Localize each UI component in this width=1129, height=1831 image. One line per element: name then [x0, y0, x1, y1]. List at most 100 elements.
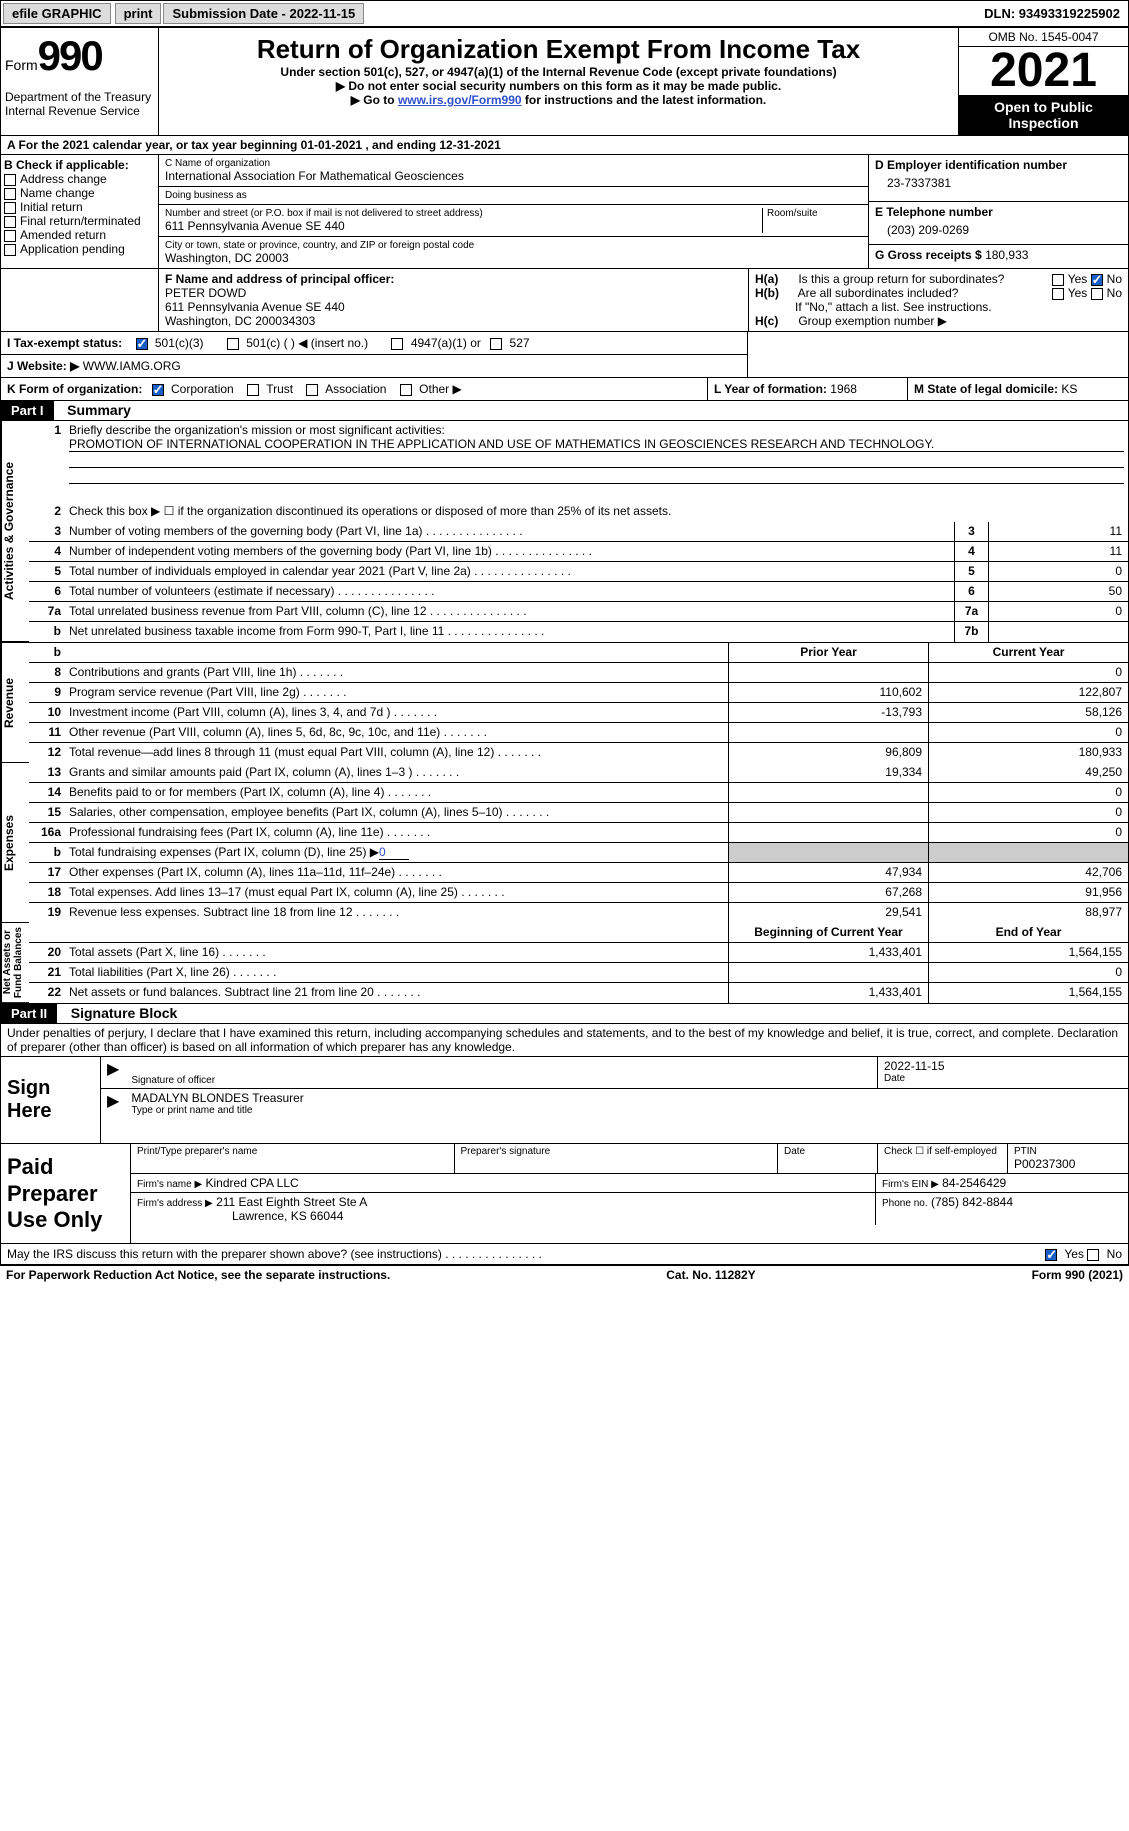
goto-pre: ▶ Go to [351, 93, 398, 107]
ha-no-checkbox[interactable] [1091, 274, 1103, 286]
section-ij: I Tax-exempt status: 501(c)(3) 501(c) ( … [0, 332, 1129, 378]
expense-line-17: 17 Other expenses (Part IX, column (A), … [29, 863, 1128, 883]
net-line-20: 20 Total assets (Part X, line 16) 1,433,… [29, 943, 1128, 963]
mission-blank1 [69, 452, 1124, 468]
firm-phone-value: (785) 842-8844 [931, 1195, 1013, 1209]
ptin-label: PTIN [1014, 1146, 1122, 1157]
room-label: Room/suite [767, 208, 862, 219]
501c3-checkbox[interactable] [136, 338, 148, 350]
h-b-note: If "No," attach a list. See instructions… [755, 300, 1122, 314]
line1-text: Briefly describe the organization's miss… [69, 423, 1124, 437]
mission-blank3 [69, 484, 1124, 500]
prior-year-header: Prior Year [728, 643, 928, 662]
cb-application-pending[interactable]: Application pending [4, 242, 155, 256]
expense-line-15: 15 Salaries, other compensation, employe… [29, 803, 1128, 823]
h-b-row: H(b) Are all subordinates included? Yes … [755, 286, 1122, 300]
box-l: L Year of formation: 1968 [708, 378, 908, 400]
subtitle-3: ▶ Go to www.irs.gov/Form990 for instruct… [165, 93, 952, 107]
expense-line-b: b Total fundraising expenses (Part IX, c… [29, 843, 1128, 863]
discuss-no-checkbox[interactable] [1087, 1249, 1099, 1261]
revenue-line-12: 12 Total revenue—add lines 8 through 11 … [29, 743, 1128, 763]
section-fh: F Name and address of principal officer:… [0, 269, 1129, 332]
box-i: I Tax-exempt status: 501(c)(3) 501(c) ( … [1, 332, 747, 355]
discuss-yes-checkbox[interactable] [1045, 1249, 1057, 1261]
current-year-header: Current Year [928, 643, 1128, 662]
paid-preparer-label: Paid Preparer Use Only [1, 1144, 131, 1243]
firm-phone-label: Phone no. [882, 1198, 928, 1209]
line1-num: 1 [29, 421, 65, 502]
org-name: International Association For Mathematic… [165, 169, 862, 183]
firm-name-value: Kindred CPA LLC [206, 1176, 299, 1190]
box-deg: D Employer identification number 23-7337… [868, 155, 1128, 268]
sig-date-value: 2022-11-15 [884, 1059, 1122, 1073]
expense-line-16a: 16a Professional fundraising fees (Part … [29, 823, 1128, 843]
box-k: K Form of organization: Corporation Trus… [1, 378, 708, 400]
net-line-21: 21 Total liabilities (Part X, line 26) 0 [29, 963, 1128, 983]
part1-badge: Part I [1, 401, 54, 420]
officer-label: F Name and address of principal officer: [165, 272, 742, 286]
revenue-vert-label: Revenue [1, 643, 29, 763]
ag-line-5: 5 Total number of individuals employed i… [29, 562, 1128, 582]
form-number: 990 [38, 32, 102, 79]
phone-label: E Telephone number [875, 205, 1122, 219]
submission-date: Submission Date - 2022-11-15 [163, 3, 364, 24]
dept-treasury: Department of the Treasury [5, 90, 154, 104]
subtitle-1: Under section 501(c), 527, or 4947(a)(1)… [165, 65, 952, 79]
sign-here-label: Sign Here [1, 1057, 101, 1143]
part2-header-row: Part II Signature Block [0, 1004, 1129, 1024]
phone-value: (203) 209-0269 [875, 219, 1122, 241]
527-checkbox[interactable] [490, 338, 502, 350]
top-toolbar: efile GRAPHIC print Submission Date - 20… [0, 0, 1129, 27]
other-checkbox[interactable] [400, 384, 412, 396]
part2-badge: Part II [1, 1004, 57, 1023]
dba-label: Doing business as [165, 190, 247, 201]
expenses-vert-label: Expenses [1, 763, 29, 923]
part2-title: Signature Block [71, 1005, 178, 1021]
officer-typed-name: MADALYN BLONDES Treasurer [131, 1091, 1122, 1105]
4947-checkbox[interactable] [391, 338, 403, 350]
open-inspection: Open to Public Inspection [959, 95, 1128, 135]
ha-yes-checkbox[interactable] [1052, 274, 1064, 286]
declaration-text: Under penalties of perjury, I declare th… [0, 1024, 1129, 1057]
expense-line-18: 18 Total expenses. Add lines 13–17 (must… [29, 883, 1128, 903]
cb-name-change[interactable]: Name change [4, 186, 155, 200]
ein-value: 23-7337381 [875, 172, 1122, 198]
revenue-line-11: 11 Other revenue (Part VIII, column (A),… [29, 723, 1128, 743]
cb-address-change[interactable]: Address change [4, 172, 155, 186]
form990-link[interactable]: www.irs.gov/Form990 [398, 93, 522, 107]
box-f: F Name and address of principal officer:… [159, 269, 748, 331]
assoc-checkbox[interactable] [306, 384, 318, 396]
activities-governance-section: Activities & Governance 1 Briefly descri… [0, 421, 1129, 642]
discuss-text: May the IRS discuss this return with the… [7, 1247, 1045, 1261]
sign-here-block: Sign Here ▶ Signature of officer 2022-11… [0, 1057, 1129, 1144]
website-value: WWW.IAMG.ORG [83, 359, 181, 373]
cb-initial-return[interactable]: Initial return [4, 200, 155, 214]
trust-checkbox[interactable] [247, 384, 259, 396]
box-m: M State of legal domicile: KS [908, 378, 1128, 400]
corp-checkbox[interactable] [152, 384, 164, 396]
expense-line-14: 14 Benefits paid to or for members (Part… [29, 783, 1128, 803]
dln-label: DLN: 93493319225902 [976, 4, 1128, 23]
ag-line-4: 4 Number of independent voting members o… [29, 542, 1128, 562]
title-box: Return of Organization Exempt From Incom… [159, 28, 958, 135]
gross-receipts-label: G Gross receipts $ [875, 248, 982, 262]
revenue-line-9: 9 Program service revenue (Part VIII, li… [29, 683, 1128, 703]
section-klm: K Form of organization: Corporation Trus… [0, 378, 1129, 401]
main-title: Return of Organization Exempt From Incom… [165, 34, 952, 65]
expense-line-13: 13 Grants and similar amounts paid (Part… [29, 763, 1128, 783]
cb-amended-return[interactable]: Amended return [4, 228, 155, 242]
arrow-icon: ▶ [107, 1061, 119, 1078]
firm-name-label: Firm's name ▶ [137, 1179, 202, 1190]
ein-label: D Employer identification number [875, 158, 1122, 172]
net-vert-label: Net Assets orFund Balances [1, 923, 29, 1003]
print-button[interactable]: print [115, 3, 162, 24]
row-a-tax-year: A For the 2021 calendar year, or tax yea… [0, 135, 1129, 155]
501c-checkbox[interactable] [227, 338, 239, 350]
part1-header-row: Part I Summary [0, 401, 1129, 421]
mission-text: PROMOTION OF INTERNATIONAL COOPERATION I… [69, 437, 1124, 452]
firm-ein-value: 84-2546429 [942, 1176, 1006, 1190]
sig-date-label: Date [884, 1073, 1122, 1084]
cb-final-return[interactable]: Final return/terminated [4, 214, 155, 228]
hb-yes-checkbox[interactable] [1052, 288, 1064, 300]
hb-no-checkbox[interactable] [1091, 288, 1103, 300]
